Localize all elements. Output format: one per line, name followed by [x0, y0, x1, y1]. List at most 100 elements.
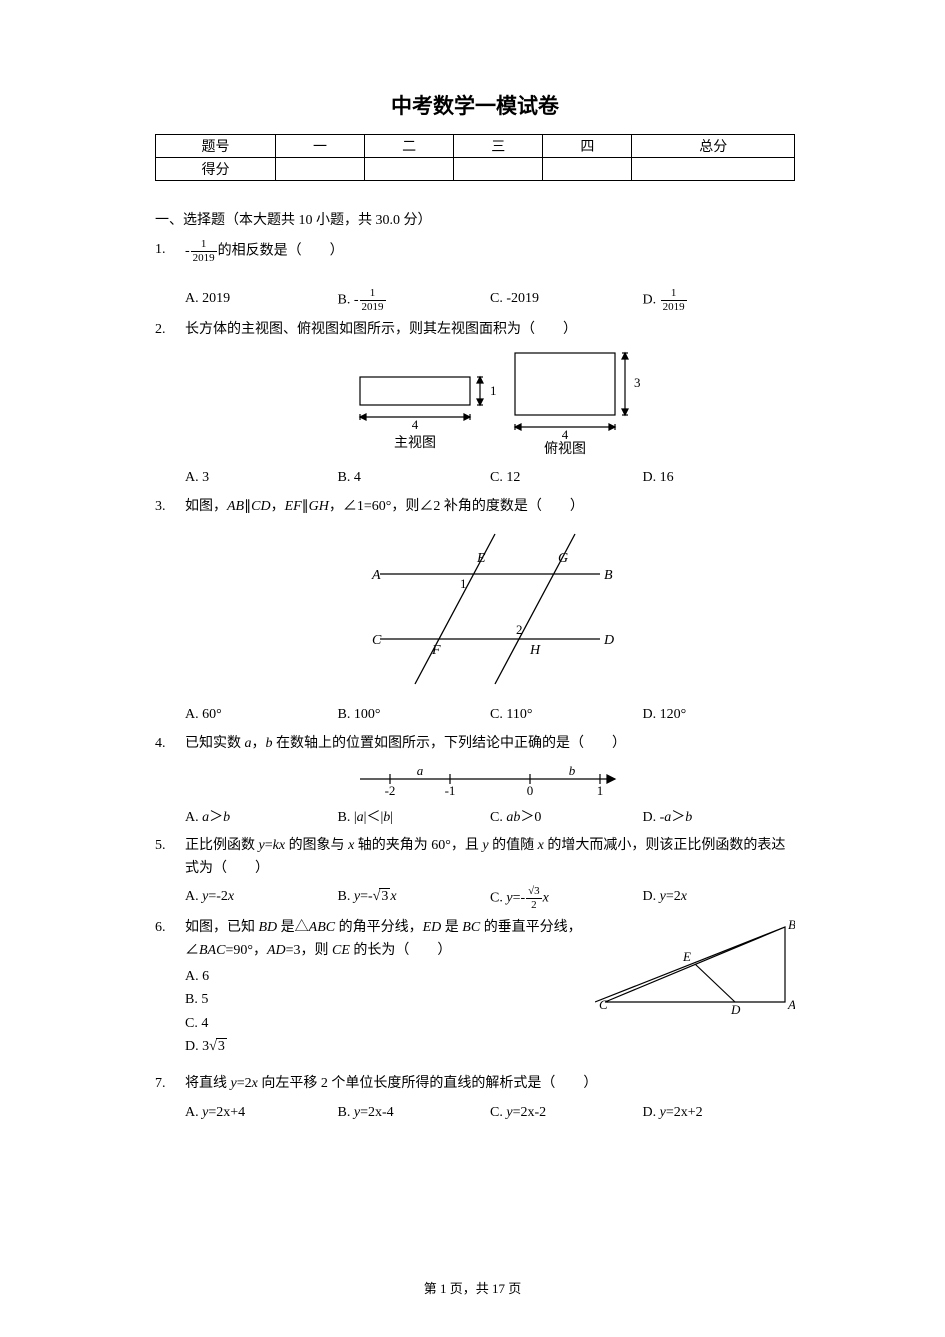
options: A. 2019 B. -12019 C. -2019 D. 12019	[185, 288, 795, 313]
option-b: B. |a|＜|b|	[338, 807, 491, 829]
q-stem: 正比例函数 y=kx 的图象与 x 轴的夹角为 60°，且 y 的值随 x 的增…	[185, 835, 795, 880]
svg-text:2: 2	[516, 622, 523, 637]
svg-text:4: 4	[412, 417, 419, 432]
question-5: 5. 正比例函数 y=kx 的图象与 x 轴的夹角为 60°，且 y 的值随 x…	[155, 835, 795, 911]
question-4: 4. 已知实数 a，b 在数轴上的位置如图所示，下列结论中正确的是（ ） -2	[155, 733, 795, 830]
svg-text:4: 4	[562, 427, 569, 442]
option-b: B. y=-3x	[338, 886, 491, 911]
cell: 四	[543, 135, 632, 158]
q-stem: 将直线 y=2x 向左平移 2 个单位长度所得的直线的解析式是（ ）	[185, 1073, 795, 1095]
svg-text:F: F	[431, 643, 441, 658]
options: A. 60° B. 100° C. 110° D. 120°	[185, 704, 795, 726]
figure-q3: A B C D E F G H 1 2	[185, 524, 795, 694]
svg-text:1: 1	[460, 576, 467, 591]
svg-text:D: D	[603, 633, 614, 648]
table-row: 得分	[156, 158, 795, 181]
option-d: D. y=2x+2	[643, 1102, 796, 1124]
svg-text:E: E	[476, 551, 486, 566]
svg-text:1: 1	[597, 783, 604, 797]
q-stem: -12019的相反数是（ ）	[185, 239, 795, 264]
option-b: B. -12019	[338, 288, 491, 313]
option-c: C. 4	[185, 1013, 595, 1035]
svg-text:b: b	[569, 763, 576, 778]
question-2: 2. 长方体的主视图、俯视图如图所示，则其左视图面积为（ ） 4 1	[155, 319, 795, 490]
option-a: A. 2019	[185, 288, 338, 313]
option-b: B. 100°	[338, 704, 491, 726]
svg-text:俯视图: 俯视图	[544, 441, 586, 457]
q-stem: 如图，已知 BD 是△ABC 的角平分线，ED 是 BC 的垂直平分线，∠BAC…	[185, 917, 595, 962]
text: 的相反数是（ ）	[218, 244, 344, 259]
cell: 三	[454, 135, 543, 158]
table-row: 题号 一 二 三 四 总分	[156, 135, 795, 158]
cell: 一	[276, 135, 365, 158]
option-b: B. y=2x-4	[338, 1102, 491, 1124]
options: A. a＞b B. |a|＜|b| C. ab＞0 D. -a＞b	[185, 807, 795, 829]
svg-text:C: C	[372, 633, 382, 648]
svg-text:H: H	[529, 643, 541, 658]
options: A. y=2x+4 B. y=2x-4 C. y=2x-2 D. y=2x+2	[185, 1102, 795, 1124]
option-c: C. 110°	[490, 704, 643, 726]
q-stem: 已知实数 a，b 在数轴上的位置如图所示，下列结论中正确的是（ ）	[185, 733, 795, 755]
option-c: C. -2019	[490, 288, 643, 313]
q-stem: 如图，AB∥CD，EF∥GH，∠1=60°，则∠2 补角的度数是（ ）	[185, 496, 795, 518]
cell: 总分	[632, 135, 795, 158]
svg-text:1: 1	[490, 383, 497, 398]
cell: 得分	[156, 158, 276, 181]
option-d: D. 16	[643, 467, 796, 489]
cell: 题号	[156, 135, 276, 158]
option-d: D. 120°	[643, 704, 796, 726]
svg-text:E: E	[682, 949, 691, 964]
cell: 二	[365, 135, 454, 158]
svg-text:D: D	[730, 1002, 741, 1017]
option-a: A. a＞b	[185, 807, 338, 829]
svg-text:B: B	[788, 917, 795, 932]
numer: 1	[191, 239, 217, 252]
svg-text:-1: -1	[445, 783, 456, 797]
text: -	[185, 244, 190, 259]
cell	[632, 158, 795, 181]
q-number: 3.	[155, 496, 185, 727]
svg-text:A: A	[787, 997, 795, 1012]
svg-text:B: B	[604, 568, 613, 583]
page-title: 中考数学一模试卷	[155, 90, 795, 120]
svg-text:a: a	[417, 763, 424, 778]
page-footer: 第 1 页，共 17 页	[0, 1278, 945, 1297]
q-number: 4.	[155, 733, 185, 830]
question-3: 3. 如图，AB∥CD，EF∥GH，∠1=60°，则∠2 补角的度数是（ ） A…	[155, 496, 795, 727]
svg-text:A: A	[371, 568, 381, 583]
option-c: C. y=-√32x	[490, 886, 643, 911]
option-c: C. 12	[490, 467, 643, 489]
figure-q6: C A B D E	[595, 917, 795, 1059]
q-stem: 长方体的主视图、俯视图如图所示，则其左视图面积为（ ）	[185, 319, 795, 341]
score-table: 题号 一 二 三 四 总分 得分	[155, 134, 795, 181]
svg-text:C: C	[599, 997, 608, 1012]
options: A. 3 B. 4 C. 12 D. 16	[185, 467, 795, 489]
question-6: 6. 如图，已知 BD 是△ABC 的角平分线，ED 是 BC 的垂直平分线，∠…	[155, 917, 795, 1059]
section-heading: 一、选择题（本大题共 10 小题，共 30.0 分）	[155, 209, 795, 229]
q-number: 7.	[155, 1073, 185, 1124]
option-a: A. y=-2x	[185, 886, 338, 911]
figure-q4: -2 a -1 0 b 1	[185, 761, 795, 797]
question-1: 1. -12019的相反数是（ ） A. 2019 B. -12019 C. -…	[155, 239, 795, 313]
option-b: B. 5	[185, 989, 595, 1011]
option-c: C. ab＞0	[490, 807, 643, 829]
option-a: A. 3	[185, 467, 338, 489]
svg-text:0: 0	[527, 783, 534, 797]
options: A. 6 B. 5 C. 4 D. 33	[185, 966, 595, 1059]
svg-text:主视图: 主视图	[394, 435, 436, 451]
option-a: A. 60°	[185, 704, 338, 726]
option-c: C. y=2x-2	[490, 1102, 643, 1124]
q-number: 6.	[155, 917, 185, 1059]
figure-q2: 4 1 主视图 4 3 俯视图	[185, 347, 795, 457]
q-number: 5.	[155, 835, 185, 911]
option-d: D. 12019	[643, 288, 796, 313]
svg-text:-2: -2	[385, 783, 396, 797]
option-d: D. 33	[185, 1036, 595, 1058]
question-7: 7. 将直线 y=2x 向左平移 2 个单位长度所得的直线的解析式是（ ） A.…	[155, 1073, 795, 1124]
svg-text:3: 3	[634, 375, 640, 390]
denom: 2019	[191, 252, 217, 264]
cell	[276, 158, 365, 181]
option-b: B. 4	[338, 467, 491, 489]
option-d: D. y=2x	[643, 886, 796, 911]
options: A. y=-2x B. y=-3x C. y=-√32x D. y=2x	[185, 886, 795, 911]
